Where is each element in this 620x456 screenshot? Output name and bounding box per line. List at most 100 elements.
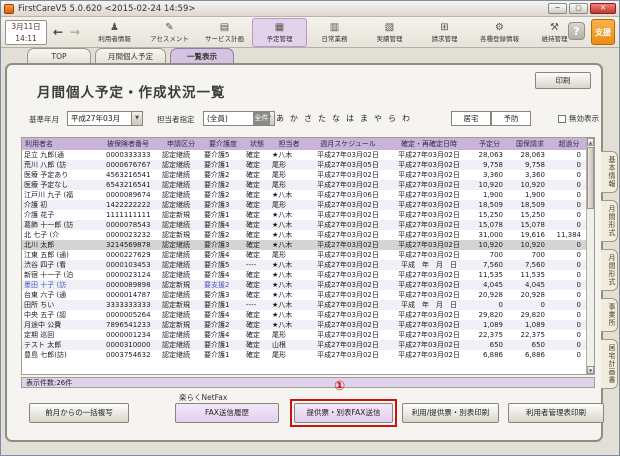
kana-filter[interactable]: や — [374, 114, 382, 123]
table-cell: 650 — [489, 341, 503, 349]
side-tab-居宅計画書[interactable]: 居宅計画書 — [601, 339, 618, 389]
scroll-down-icon[interactable]: ▼ — [587, 366, 594, 374]
print-button[interactable]: 印刷 — [535, 72, 591, 89]
kana-filter[interactable]: は — [346, 114, 354, 123]
table-cell: 豊島 七郎(訪) — [24, 351, 67, 359]
table-cell: 中央 五子 (認 — [24, 311, 67, 319]
base-month-label: 基準年月 — [29, 115, 59, 124]
table-row[interactable]: 豊島 七郎(訪) 0003754632 認定継続 要介護1 確定 尾形 平成27年03月02… — [22, 350, 587, 360]
kana-filter[interactable]: か — [290, 114, 298, 123]
minimize-button[interactable]: ─ — [548, 3, 567, 14]
table-row[interactable]: 中央 五子 (認 0000005264 認定継続 要介護4 確定 ★八木 平成27年03月0… — [22, 310, 587, 320]
kana-filter[interactable]: た — [318, 114, 326, 123]
toolbar-item-briefcase[interactable]: ▥ 日常業務 — [307, 18, 362, 47]
table-cell: 認定継続 — [162, 261, 190, 269]
table-row[interactable]: 足立 九郎(通 0000333333 認定継続 要介護5 確定 ★八木 平成27年03月02… — [22, 150, 587, 160]
kyotaku-button[interactable]: 居宅 — [451, 111, 491, 126]
bottom-button-4[interactable]: 利用者管理表印刷 — [508, 403, 604, 423]
tab-一覧表示[interactable]: 一覧表示 — [170, 48, 234, 64]
column-header: 予定分 — [470, 138, 509, 150]
table-row[interactable]: 江東 五郎 (通) 0000227629 認定継続 要介護4 確定 尾形 平成27年03月0… — [22, 250, 587, 260]
kana-filter[interactable]: あ — [276, 114, 284, 123]
toolbar-item-pencil[interactable]: ✎ アセスメント — [142, 18, 197, 47]
back-arrow-icon[interactable]: ← — [53, 25, 64, 39]
toolbar-item-label: 利用者情報 — [98, 35, 131, 43]
yobou-button[interactable]: 予防 — [491, 111, 531, 126]
table-cell: 平成27年03月02日 — [317, 171, 379, 179]
table-cell: ---- — [246, 301, 257, 309]
table-row[interactable]: 葛飾 十一郎 (訪 0000078543 認定継続 要介護4 確定 ★八木 平成27年03月… — [22, 220, 587, 230]
scroll-up-icon[interactable]: ▲ — [587, 138, 594, 146]
table-row[interactable]: 新宿 十一子 (泊 0000023124 認定継続 要介護4 確定 ★八木 平成27年03月… — [22, 270, 587, 280]
table-cell: 確定 — [246, 311, 260, 319]
table-cell: 28,063 — [520, 151, 546, 159]
page-title: 月間個人予定・作成状況一覧 — [37, 85, 226, 101]
table-row[interactable]: 荒川 八郎 (訪 0000676767 認定継続 要介護1 確定 尾形 平成27年03月05… — [22, 160, 587, 170]
toolbar-item-calculator[interactable]: ⊞ 請求管理 — [417, 18, 472, 47]
table-row[interactable]: 月途中 公費 7896541233 認定新規 要介護2 確定 ★八木 平成27年03月02日… — [22, 320, 587, 330]
table-cell: ★八木 — [272, 301, 293, 309]
tab-TOP[interactable]: TOP — [27, 48, 91, 64]
kana-filter[interactable]: ま — [360, 114, 368, 123]
support-button[interactable]: 支援 — [591, 19, 615, 45]
table-row[interactable]: 田所 ちい 3333333333 認定新規 要介護1 ---- ★八木 平成27年03月02… — [22, 300, 587, 310]
table-cell: 確定 — [246, 351, 260, 359]
help-button[interactable]: ? — [568, 22, 585, 40]
table-cell: 認定継続 — [162, 191, 190, 199]
toolbar-item-document[interactable]: ▤ サービス計画 — [197, 18, 252, 47]
table-cell: 確定 — [246, 321, 260, 329]
maximize-button[interactable]: ▢ — [569, 3, 588, 14]
table-row[interactable]: 台東 六子 (通 0000014787 認定継続 要介護3 確定 ★八木 平成27年03月0… — [22, 290, 587, 300]
table-cell: 0000014787 — [106, 291, 151, 299]
table-row[interactable]: 医療 予定なし 6543216541 認定継続 要介護2 確定 尾形 平成27年03月02日… — [22, 180, 587, 190]
scrollbar-thumb[interactable] — [587, 147, 594, 209]
bottom-button-0[interactable]: 前月からの一括複写 — [29, 403, 129, 423]
table-row[interactable]: 介護 花子 1111111111 認定新規 要介護1 確定 ★八木 平成27年03月02日 平… — [22, 210, 587, 220]
bottom-button-2[interactable]: 提供票・別表FAX送信 — [294, 403, 393, 423]
kana-filter[interactable]: わ — [402, 114, 410, 123]
table-cell: 0000001234 — [106, 331, 151, 339]
bottom-button-3[interactable]: 利用/提供票・別表印刷 — [402, 403, 499, 423]
toolbar-items: ♟ 利用者情報 ✎ アセスメント ▤ サービス計画 ▦ 予定管理 ▥ 日常業務 ▧ 実績管理 ⊞ 請求管理… — [87, 18, 582, 47]
table-cell: 介護 花子 — [24, 211, 55, 219]
table-row[interactable]: テスト 太郎 0000310000 認定継続 要介護1 確定 山根 平成27年03月02日 平… — [22, 340, 587, 350]
table-cell: 平成27年03月02日 — [398, 231, 460, 239]
table-cell: 要介護4 — [204, 271, 230, 279]
kana-all-button[interactable]: 全件 — [253, 112, 270, 125]
toolbar-item-gear[interactable]: ⚙ 各種登録情報 — [472, 18, 527, 47]
table-row[interactable]: 医療 予定あり 4563216541 認定継続 要介護2 確定 尾形 平成27年03月02日… — [22, 170, 587, 180]
toolbar-item-user[interactable]: ♟ 利用者情報 — [87, 18, 142, 47]
table-row[interactable]: 定期 巡回 0000001234 認定継続 要介護4 確定 尾形 平成27年03月02日 平成… — [22, 330, 587, 340]
toolbar-item-wrench[interactable]: ⚒ 維持管理 — [527, 18, 582, 47]
table-cell: 15,078 — [520, 221, 546, 229]
table-row[interactable]: 江戸川 九子 (福 0000089674 認定継続 要介護2 確定 ★八木 平成27年03月… — [22, 190, 587, 200]
table-cell: 確定 — [246, 271, 260, 279]
table-cell: 18,509 — [520, 201, 546, 209]
table-row[interactable]: 渋谷 四子 (看 0000103453 認定継続 要介護5 ---- ★八木 平成27年03… — [22, 260, 587, 270]
table-row[interactable]: 墨田 十子 (訪 0000089898 認定新規 要支援2 確定 ★八木 平成27年03月0… — [22, 280, 587, 290]
toolbar-item-calendar[interactable]: ▦ 予定管理 — [252, 18, 307, 47]
table-row[interactable]: 北川 太郎 3214569878 認定継続 要介護3 確定 ★八木 平成27年03月02日 平… — [22, 240, 587, 250]
kana-filter[interactable]: ら — [388, 114, 396, 123]
table-cell: 平成27年03月02日 — [398, 151, 460, 159]
side-tab-月間形式[interactable]: 月間形式 — [601, 200, 618, 242]
tab-月間個人予定[interactable]: 月間個人予定 — [95, 48, 166, 64]
base-month-select[interactable]: 平成27年03月 ▼ — [67, 111, 143, 126]
table-cell: 0000227629 — [106, 251, 151, 259]
toolbar-item-clipboard[interactable]: ▧ 実績管理 — [362, 18, 417, 47]
vertical-scrollbar[interactable]: ▲ ▼ — [586, 138, 594, 374]
forward-arrow-icon[interactable]: → — [70, 25, 81, 39]
kana-filter[interactable]: な — [332, 114, 340, 123]
kana-filter[interactable]: さ — [304, 114, 312, 123]
close-button[interactable]: ✕ — [590, 3, 616, 14]
side-tab-月間形式[interactable]: 月間形式 — [601, 249, 618, 291]
table-row[interactable]: 介護 初 1422222222 認定継続 要介護3 確定 尾形 平成27年03月02日 平成2… — [22, 200, 587, 210]
invalid-display-checkbox[interactable] — [558, 114, 566, 123]
table-cell: 北 七子 (介 — [24, 231, 60, 239]
table-cell: 要介護1 — [204, 341, 230, 349]
table-cell: 平成27年03月02日 — [398, 221, 460, 229]
side-tab-事業所[interactable]: 事業所 — [601, 298, 618, 332]
bottom-button-1[interactable]: FAX送信履歴 — [175, 403, 279, 423]
table-row[interactable]: 北 七子 (介 0000023232 認定新規 要介護2 確定 ★八木 平成27年03月02… — [22, 230, 587, 240]
side-tab-基本情報[interactable]: 基本情報 — [601, 151, 618, 193]
